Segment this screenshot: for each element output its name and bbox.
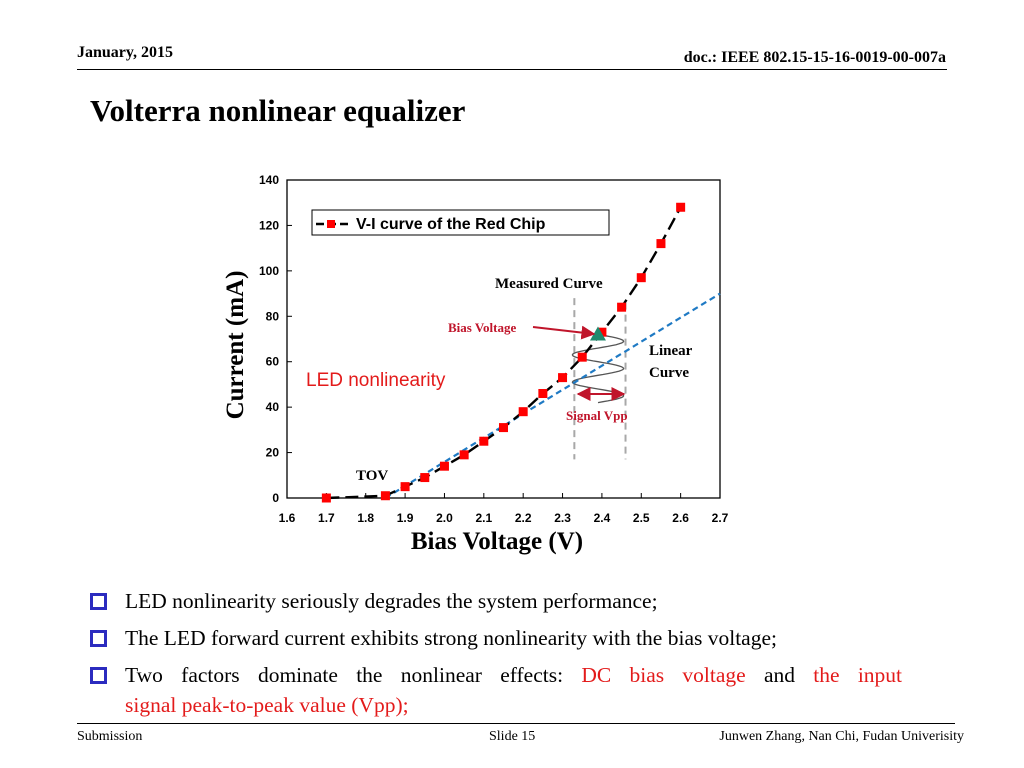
data-point: [439, 461, 449, 471]
header-doc-id: doc.: IEEE 802.15-15-16-0019-00-007a: [683, 49, 946, 66]
y-tick-label: 140: [259, 173, 279, 187]
header-divider: [77, 69, 947, 70]
legend-marker-swatch: [327, 220, 335, 228]
measured-curve-label: Measured Curve: [495, 276, 603, 292]
header-date: January, 2015: [77, 44, 174, 61]
x-tick-label: 2.1: [475, 511, 492, 525]
bullet-item: Two factors dominate the nonlinear effec…: [90, 660, 902, 720]
data-point: [400, 482, 410, 492]
bullet-highlight-vpp: signal peak-to-peak value (Vpp);: [125, 693, 409, 717]
y-tick-label: 100: [259, 264, 279, 278]
bullet-list: LED nonlinearity seriously degrades the …: [90, 586, 902, 727]
signal-vpp-label: Signal Vpp: [566, 408, 628, 423]
bullet-highlight-input: the input: [813, 663, 903, 687]
footer-submission: Submission: [77, 729, 143, 744]
linear-curve-line: [384, 292, 721, 499]
y-tick-label: 80: [266, 309, 280, 323]
x-tick-label: 1.8: [357, 511, 374, 525]
data-point: [538, 389, 548, 399]
bullet-square-icon: [90, 667, 107, 684]
data-point: [617, 302, 627, 312]
data-point: [636, 273, 646, 283]
slide-title: Volterra nonlinear equalizer: [90, 93, 466, 128]
measured-curve-line: [326, 206, 682, 500]
data-point: [518, 407, 528, 417]
plot-frame: [286, 179, 721, 499]
x-tick-label: 1.9: [397, 511, 414, 525]
led-nonlinearity-label: LED nonlinearity: [306, 370, 446, 391]
bullet-highlight-dc-bias: DC bias voltage: [581, 663, 746, 687]
data-point: [656, 239, 666, 249]
x-tick-label: 1.7: [318, 511, 335, 525]
x-tick-label: 2.3: [554, 511, 571, 525]
data-point: [499, 423, 508, 433]
linear-curve-label-line2: Curve: [649, 365, 689, 381]
bullet-item: LED nonlinearity seriously degrades the …: [90, 586, 902, 616]
legend-box: [311, 209, 610, 236]
bullet-text: LED nonlinearity seriously degrades the …: [125, 589, 658, 613]
footer-authors: Junwen Zhang, Nan Chi, Fudan Univerisity: [719, 729, 964, 744]
data-point: [380, 491, 390, 501]
data-point: [597, 327, 607, 337]
footer-divider: [77, 723, 955, 724]
y-tick-label: 40: [266, 400, 280, 414]
bias-voltage-arrow: [532, 325, 596, 340]
bullet-text-part: and: [763, 663, 796, 687]
vi-curve-chart: 1.6 1.7 1.8 1.9 2.0 2.1 2.2 2.3 2.4 2.5 2.6 2.7 0 20…: [222, 173, 729, 555]
x-tick-label: 2.5: [633, 511, 650, 525]
bullet-text-line1: Two factors dominate the nonlinear effec…: [125, 660, 902, 690]
data-point: [459, 450, 469, 460]
data-point: [577, 352, 587, 362]
x-tick-label: 2.2: [515, 511, 532, 525]
bullet-text: The LED forward current exhibits strong …: [125, 626, 777, 650]
y-tick-label: 60: [266, 355, 280, 369]
signal-waveform: [571, 333, 625, 404]
data-point: [321, 493, 331, 503]
bullet-square-icon: [90, 593, 107, 610]
y-axis-title: Current (mA): [222, 271, 249, 420]
data-point: [558, 373, 568, 383]
x-tick-label: 2.4: [594, 511, 611, 525]
bullet-text-part: Two factors dominate the nonlinear effec…: [125, 663, 564, 687]
x-tick-label: 2.0: [436, 511, 453, 525]
tov-label: TOV: [356, 468, 388, 484]
x-tick-label: 2.6: [672, 511, 689, 525]
linear-curve-label-line1: Linear: [649, 343, 693, 359]
data-point: [479, 436, 489, 446]
legend-label: V-I curve of the Red Chip: [356, 216, 546, 233]
y-tick-label: 120: [259, 218, 279, 232]
y-tick-label: 20: [266, 446, 280, 460]
data-point: [676, 202, 686, 212]
bullet-item: The LED forward current exhibits strong …: [90, 623, 902, 653]
data-point: [420, 473, 430, 483]
y-tick-label: 0: [272, 491, 279, 505]
x-axis-title: Bias Voltage (V): [411, 528, 583, 555]
bullet-square-icon: [90, 630, 107, 647]
x-tick-label: 2.7: [712, 511, 729, 525]
footer-slide-number: Slide 15: [489, 729, 536, 744]
x-tick-label: 1.6: [279, 511, 296, 525]
bias-voltage-label: Bias Voltage: [448, 320, 516, 335]
